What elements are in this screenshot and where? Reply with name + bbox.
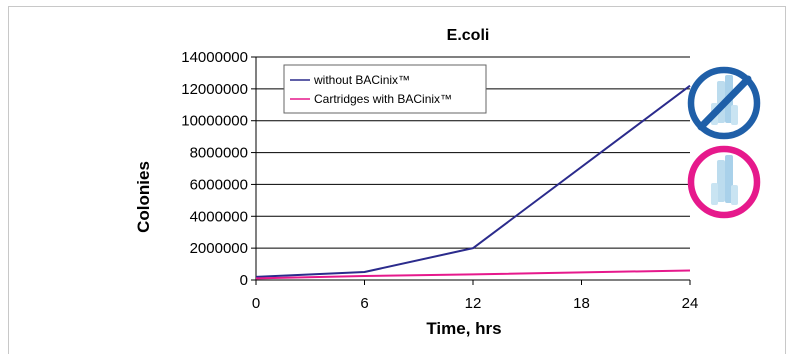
prohibited-cartridge-icon xyxy=(687,66,761,140)
legend: without BACinix™ Cartridges with BACinix… xyxy=(283,64,487,114)
series-lines xyxy=(255,84,691,280)
y-tick-label: 8000000 xyxy=(190,145,248,162)
legend-label-without-bacinix: without BACinix™ xyxy=(313,73,410,87)
x-tick-labels: 0 6 12 18 24 xyxy=(252,280,699,312)
y-tick-label: 2000000 xyxy=(190,240,248,257)
y-tick-labels: 0 2000000 4000000 6000000 8000000 10000000 120… xyxy=(181,49,256,289)
x-tick-label: 12 xyxy=(465,295,482,312)
y-axis-title: Colonies xyxy=(134,161,153,233)
chart-frame: E.coli 0 2000000 4000000 6000000 8000000 1000… xyxy=(8,6,786,354)
x-tick-label: 6 xyxy=(360,295,368,312)
legend-box xyxy=(283,64,487,114)
chart-title: E.coli xyxy=(447,27,490,44)
y-tick-label: 6000000 xyxy=(190,176,248,193)
legend-label-with-bacinix: Cartridges with BACinix™ xyxy=(314,92,452,106)
x-tick-label: 0 xyxy=(252,295,260,312)
y-tick-label: 4000000 xyxy=(190,208,248,225)
x-tick-label: 18 xyxy=(573,295,590,312)
y-tick-label: 0 xyxy=(240,272,248,289)
chart-svg: E.coli 0 2000000 4000000 6000000 8000000 1000… xyxy=(134,27,761,338)
bacinix-cartridge-icon xyxy=(687,145,761,219)
series-line-1 xyxy=(255,269,691,280)
x-axis-title: Time, hrs xyxy=(426,319,501,338)
y-tick-label: 10000000 xyxy=(181,113,248,130)
series-line-0 xyxy=(255,84,691,278)
x-tick-label: 24 xyxy=(682,295,699,312)
y-tick-label: 14000000 xyxy=(181,49,248,66)
y-tick-label: 12000000 xyxy=(181,81,248,98)
